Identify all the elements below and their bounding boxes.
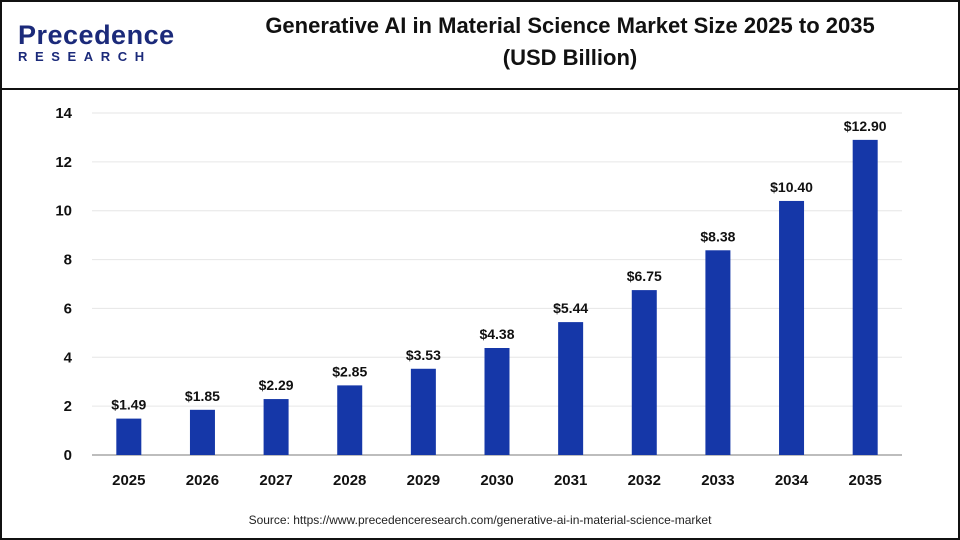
x-tick-label: 2025 <box>112 472 145 489</box>
y-tick-label: 14 <box>55 105 72 122</box>
x-tick-label: 2035 <box>848 472 881 489</box>
source-text: Source: https://www.precedenceresearch.c… <box>248 513 712 527</box>
data-label-2034: $10.40 <box>770 179 813 195</box>
data-label-2026: $1.85 <box>185 388 220 404</box>
data-label-2030: $4.38 <box>479 326 514 342</box>
chart-title: Generative AI in Material Science Market… <box>200 10 940 74</box>
bar-2032 <box>631 290 657 455</box>
y-tick-label: 4 <box>64 349 73 366</box>
bar-2025 <box>116 418 142 455</box>
bar-2026 <box>189 409 215 455</box>
x-tick-label: 2026 <box>186 472 219 489</box>
header: Precedence RESEARCH Generative AI in Mat… <box>0 0 960 90</box>
y-tick-label: 12 <box>55 154 72 171</box>
x-tick-label: 2029 <box>407 472 440 489</box>
data-label-2031: $5.44 <box>553 300 588 316</box>
x-tick-label: 2028 <box>333 472 366 489</box>
bar-2035 <box>852 139 878 455</box>
title-line2: (USD Billion) <box>502 45 638 70</box>
data-label-2033: $8.38 <box>700 228 735 244</box>
x-tick-label: 2032 <box>628 472 661 489</box>
y-tick-label: 2 <box>64 398 72 415</box>
bar-2031 <box>558 322 584 455</box>
x-tick-label: 2031 <box>554 472 587 489</box>
bar-2029 <box>410 368 436 455</box>
logo-line2: RESEARCH <box>18 49 152 64</box>
title-line1: Generative AI in Material Science Market… <box>265 13 875 38</box>
y-tick-label: 6 <box>64 300 72 317</box>
data-label-2028: $2.85 <box>332 363 367 379</box>
x-tick-label: 2030 <box>480 472 513 489</box>
bar-2027 <box>263 399 289 455</box>
x-tick-label: 2034 <box>775 472 809 489</box>
logo-line1: Precedence <box>18 20 175 50</box>
data-label-2035: $12.90 <box>844 118 887 134</box>
bar-2034 <box>779 200 805 455</box>
bar-2028 <box>337 385 363 455</box>
data-label-2032: $6.75 <box>627 268 662 284</box>
x-tick-label: 2027 <box>259 472 292 489</box>
data-label-2027: $2.29 <box>259 377 294 393</box>
x-tick-label: 2033 <box>701 472 734 489</box>
data-label-2029: $3.53 <box>406 347 441 363</box>
y-tick-label: 8 <box>64 252 72 269</box>
y-tick-label: 0 <box>64 447 72 464</box>
bar-2030 <box>484 348 510 455</box>
bar-2033 <box>705 250 731 455</box>
precedence-research-logo: Precedence RESEARCH <box>18 22 175 65</box>
y-tick-label: 10 <box>55 203 72 220</box>
data-label-2025: $1.49 <box>111 397 146 413</box>
